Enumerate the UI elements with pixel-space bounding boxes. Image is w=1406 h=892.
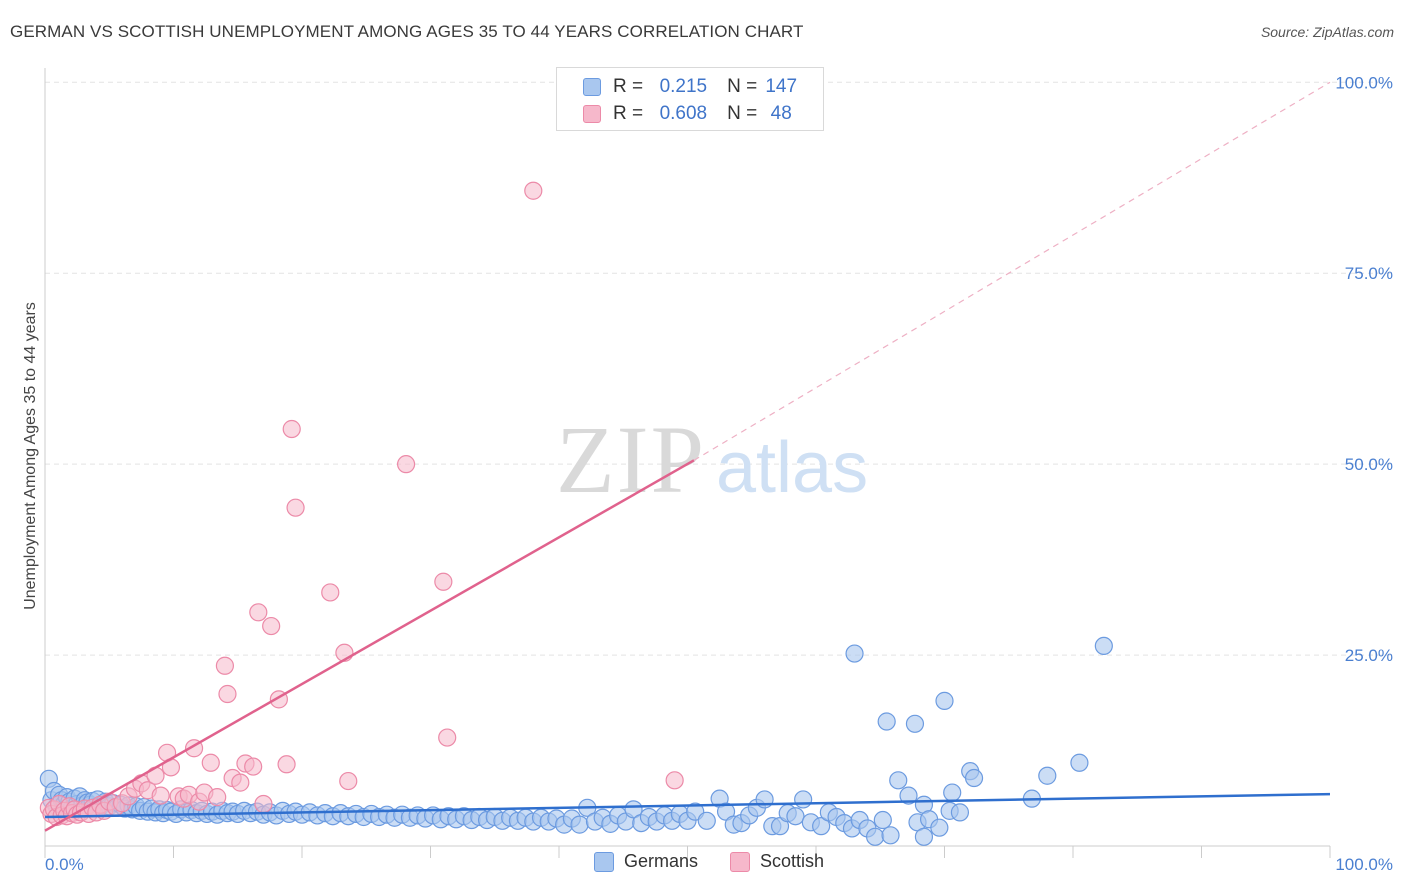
scottish-point [249, 603, 268, 622]
legend-swatch-scottish [583, 105, 601, 123]
y-tick-label: 50.0% [1345, 455, 1393, 474]
scottish-point [244, 757, 263, 776]
tick-labels: 100.0% 75.0% 50.0% 25.0% 0.0% 100.0% [45, 73, 1393, 874]
germans-point [570, 815, 589, 834]
germans-point [905, 714, 925, 733]
legend-n-value: 147 [765, 76, 798, 97]
germans-point [943, 783, 962, 802]
trend-lines [44, 81, 1331, 832]
y-tick-label: 75.0% [1345, 264, 1393, 283]
germans-point [794, 790, 813, 809]
scottish-point [215, 656, 234, 675]
scottish-point [286, 498, 305, 517]
germans-trend-line [44, 792, 1331, 819]
axes [44, 68, 1331, 858]
y-axis-label: Unemployment Among Ages 35 to 44 years [22, 302, 39, 610]
legend-r-label: R = [613, 103, 644, 124]
germans-swatch [594, 851, 614, 872]
watermark-zip: ZIP [556, 406, 706, 513]
scottish-point [438, 728, 457, 747]
legend-r-value: 0.215 [659, 76, 708, 97]
legend-row-germans: R = 0.215 N = 147 [583, 74, 805, 100]
scottish-point [254, 794, 273, 814]
germans-point [812, 817, 831, 836]
scottish-swatch [730, 851, 751, 872]
germans-point [964, 768, 984, 788]
x-tick-label: 100.0% [1335, 855, 1393, 874]
germans-point [935, 691, 954, 710]
germans-point [1070, 753, 1089, 772]
germans-point [881, 826, 900, 845]
germans-point [877, 712, 896, 731]
germans-point [930, 818, 949, 837]
germans-label: Germans [624, 851, 699, 871]
legend-n-label: N = [727, 103, 758, 124]
watermark: ZIP atlas [556, 406, 868, 513]
legend-r-value: 0.608 [659, 103, 708, 124]
germans-point [786, 807, 805, 826]
germans-point [914, 827, 934, 846]
grid-lines [45, 81, 1392, 656]
germans-point [1038, 766, 1057, 785]
scottish-point [434, 572, 453, 591]
scottish-point [524, 181, 543, 200]
scottish-point [201, 753, 220, 772]
scottish-point [277, 755, 296, 774]
scottish-point [321, 583, 340, 602]
germans-point [624, 800, 643, 819]
scottish-point [218, 684, 237, 704]
germans-point [873, 810, 892, 830]
legend-r-label: R = [613, 76, 644, 97]
bottom-legend-scottish[interactable]: Scottish [730, 851, 824, 872]
watermark-atlas: atlas [716, 428, 868, 508]
germans-point [899, 786, 918, 805]
legend-box: R = 0.215 N = 147 R = 0.608 N = 48 [556, 67, 824, 131]
scottish-point [151, 786, 170, 805]
source-credit: Source: ZipAtlas.com [1260, 24, 1394, 40]
germans-point [889, 771, 908, 790]
germans-point [950, 803, 970, 822]
bottom-legend: Germans Scottish [594, 851, 856, 872]
scottish-label: Scottish [760, 851, 825, 871]
y-tick-label: 100.0% [1335, 73, 1393, 92]
legend-swatch-germans [583, 78, 601, 96]
germans-point [845, 644, 864, 663]
legend-n-value: 48 [770, 103, 792, 124]
scottish-point [231, 773, 250, 792]
bottom-legend-germans[interactable]: Germans [594, 851, 698, 872]
scottish-point [208, 788, 227, 807]
germans-point [1094, 636, 1113, 656]
chart-title: GERMAN VS SCOTTISH UNEMPLOYMENT AMONG AG… [10, 22, 804, 41]
legend-n-label: N = [727, 76, 758, 97]
y-tick-label: 25.0% [1345, 646, 1393, 665]
scottish-point [665, 771, 684, 790]
legend-row-scottish: R = 0.608 N = 48 [583, 101, 805, 127]
scottish-point [262, 616, 281, 636]
x-tick-label: 0.0% [45, 855, 84, 874]
scottish-point [339, 771, 358, 791]
germans-point [697, 811, 716, 830]
scottish-trend-extension [693, 81, 1331, 461]
scottish-point [396, 455, 416, 474]
scottish-trend-line [44, 459, 695, 832]
germans-point [866, 827, 885, 846]
scottish-point [282, 419, 301, 439]
